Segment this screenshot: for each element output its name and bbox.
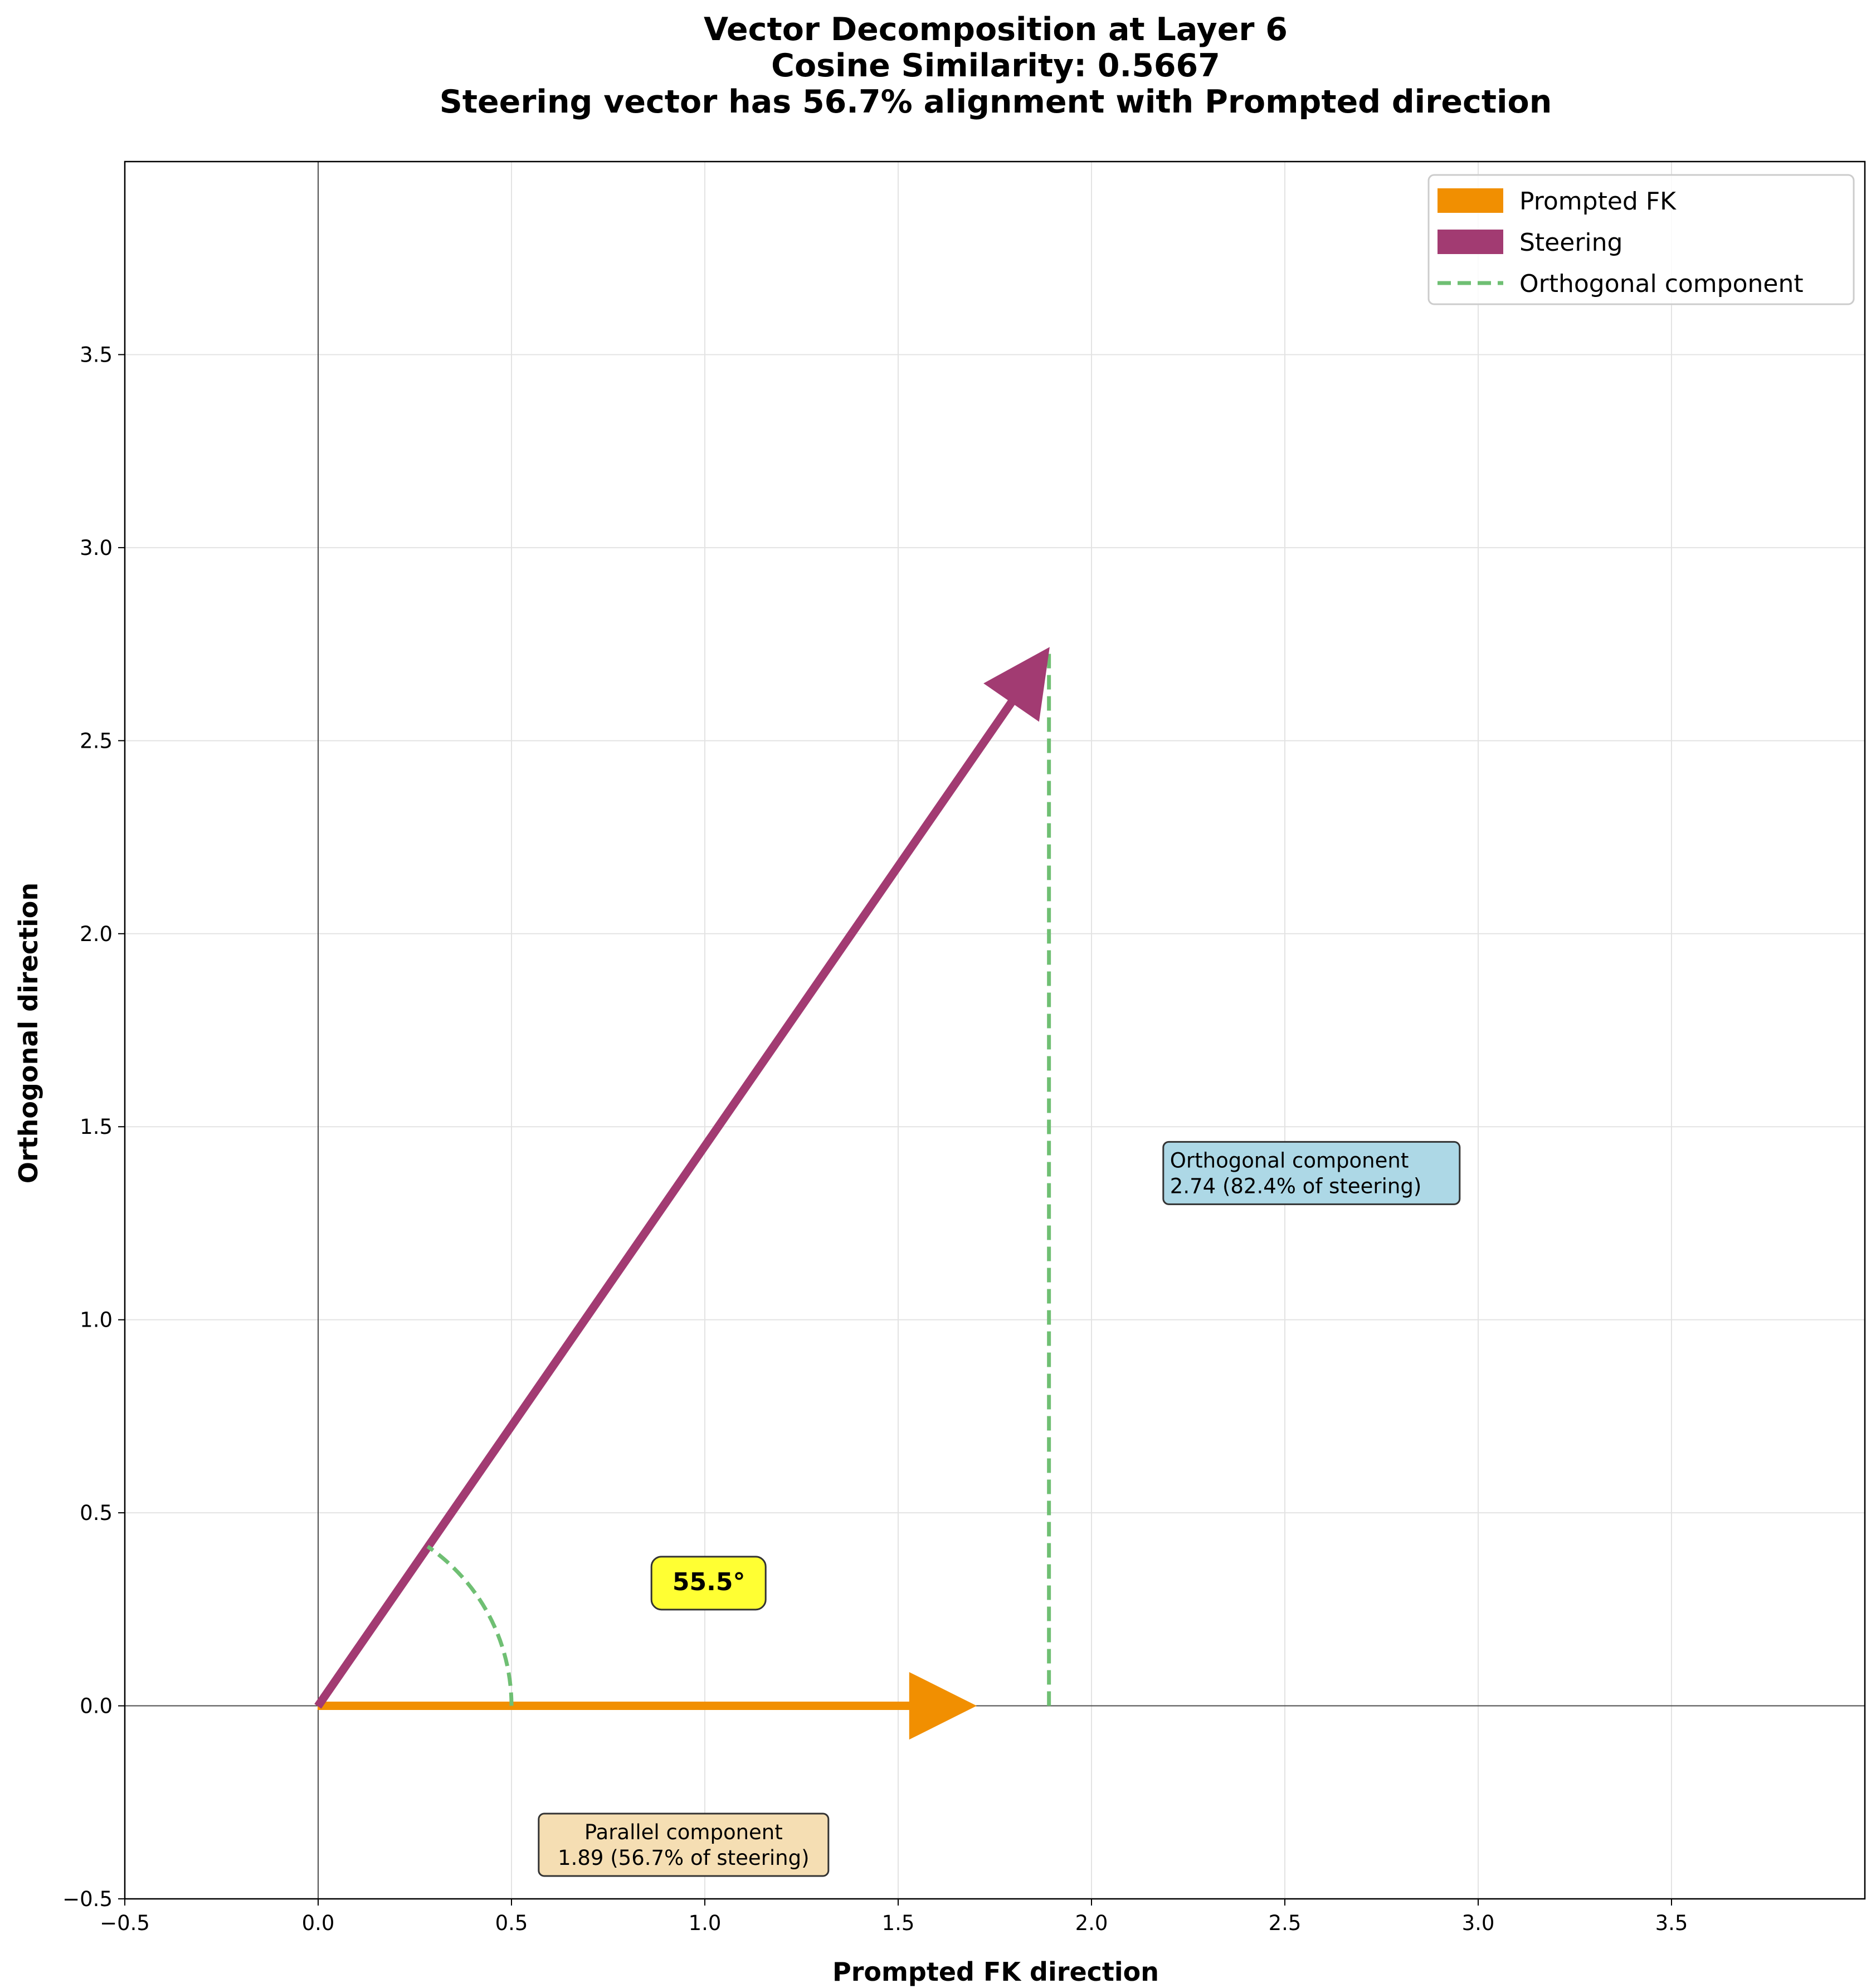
orthogonal-annotation-line: Orthogonal component [1170,1148,1409,1172]
x-axis-label: Prompted FK direction [832,1957,1159,1987]
x-tick-label: 3.0 [1462,1911,1495,1935]
chart-title-line-1: Vector Decomposition at Layer 6 [704,11,1288,48]
x-tick-label: 1.0 [689,1911,722,1935]
y-tick-label: 1.5 [80,1115,113,1139]
angle-label: 55.5° [673,1568,745,1596]
prompted-fk-arrow [318,1672,977,1740]
y-tick-label: 0.0 [80,1694,113,1718]
legend-label: Steering [1519,228,1622,257]
x-tick-label: 2.5 [1269,1911,1302,1935]
legend-label: Prompted FK [1519,187,1677,216]
orthogonal-annotation-box [1162,1141,1461,1205]
legend: Prompted FK Steering Orthogonal component [1427,174,1855,305]
chart-title-line-2: Cosine Similarity: 0.5667 [771,47,1220,84]
y-tick-label: 3.5 [80,343,113,367]
angle-arc [426,1544,514,1706]
legend-label: Orthogonal component [1519,270,1804,298]
x-tick-label: 3.5 [1655,1911,1688,1935]
legend-frame [1427,174,1855,305]
y-tick-label: 0.5 [80,1501,113,1525]
parallel-annotation-line: 1.89 (56.7% of steering) [558,1846,809,1870]
chart-title-line-3: Steering vector has 56.7% alignment with… [440,84,1552,120]
x-tick-label: 1.5 [882,1911,915,1935]
y-tick-label: 2.5 [80,729,113,753]
legend-swatch [1438,188,1503,213]
y-tick-label: 2.0 [80,922,113,946]
steering-arrow [314,647,1050,1709]
legend-swatch [1438,230,1503,254]
plot-area: −0.5 0.0 0.5 1.0 1.5 2.0 2.5 3.0 3.5 −0.5 0.0 0.5 1.… [62,160,1866,1935]
orthogonal-annotation-line: 2.74 (82.4% of steering) [1170,1174,1421,1198]
y-tick-label: 1.0 [80,1308,113,1332]
angle-label-box [650,1556,767,1611]
plot-frame [124,160,1866,1900]
parallel-annotation-line: Parallel component [584,1820,783,1844]
x-tick-label: 2.0 [1075,1911,1108,1935]
parallel-annotation-box [538,1812,830,1877]
y-tick-label: 3.0 [80,536,113,560]
x-tick-label: 0.0 [302,1911,335,1935]
x-tick-label: −0.5 [100,1911,150,1935]
y-axis-label: Orthogonal direction [13,883,43,1183]
x-tick-label: 0.5 [495,1911,528,1935]
y-tick-label: −0.5 [62,1887,113,1911]
